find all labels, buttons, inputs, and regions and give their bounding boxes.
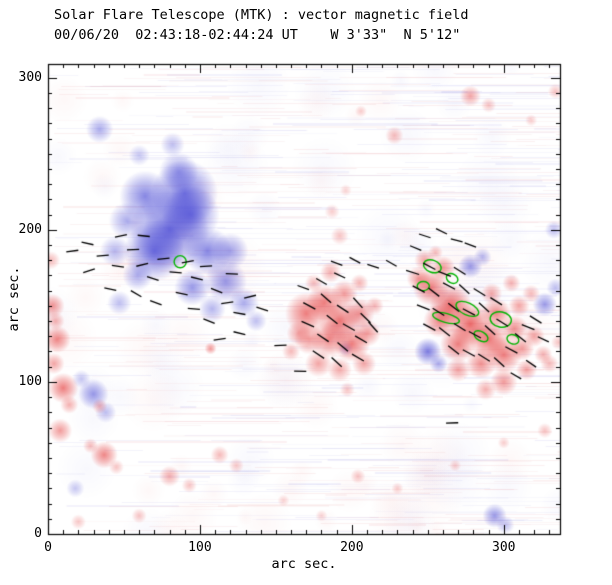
y-tick-label: 100 — [18, 373, 42, 389]
x-axis-label: arc sec. — [271, 556, 337, 572]
y-tick-label: 200 — [18, 221, 42, 237]
y-tick-label: 300 — [18, 69, 42, 85]
x-tick-label: 300 — [492, 540, 516, 555]
chart-title: Solar Flare Telescope (MTK) : vector mag… — [54, 7, 469, 23]
chart-subtitle: 00/06/20 02:43:18-02:44:24 UT W 3'33" N … — [54, 27, 461, 43]
y-axis-label: arc sec. — [6, 266, 22, 332]
x-tick-label: 200 — [340, 540, 364, 555]
x-tick-label: 0 — [44, 540, 52, 555]
y-tick-label: 0 — [34, 526, 42, 541]
x-tick-label: 100 — [188, 540, 212, 555]
